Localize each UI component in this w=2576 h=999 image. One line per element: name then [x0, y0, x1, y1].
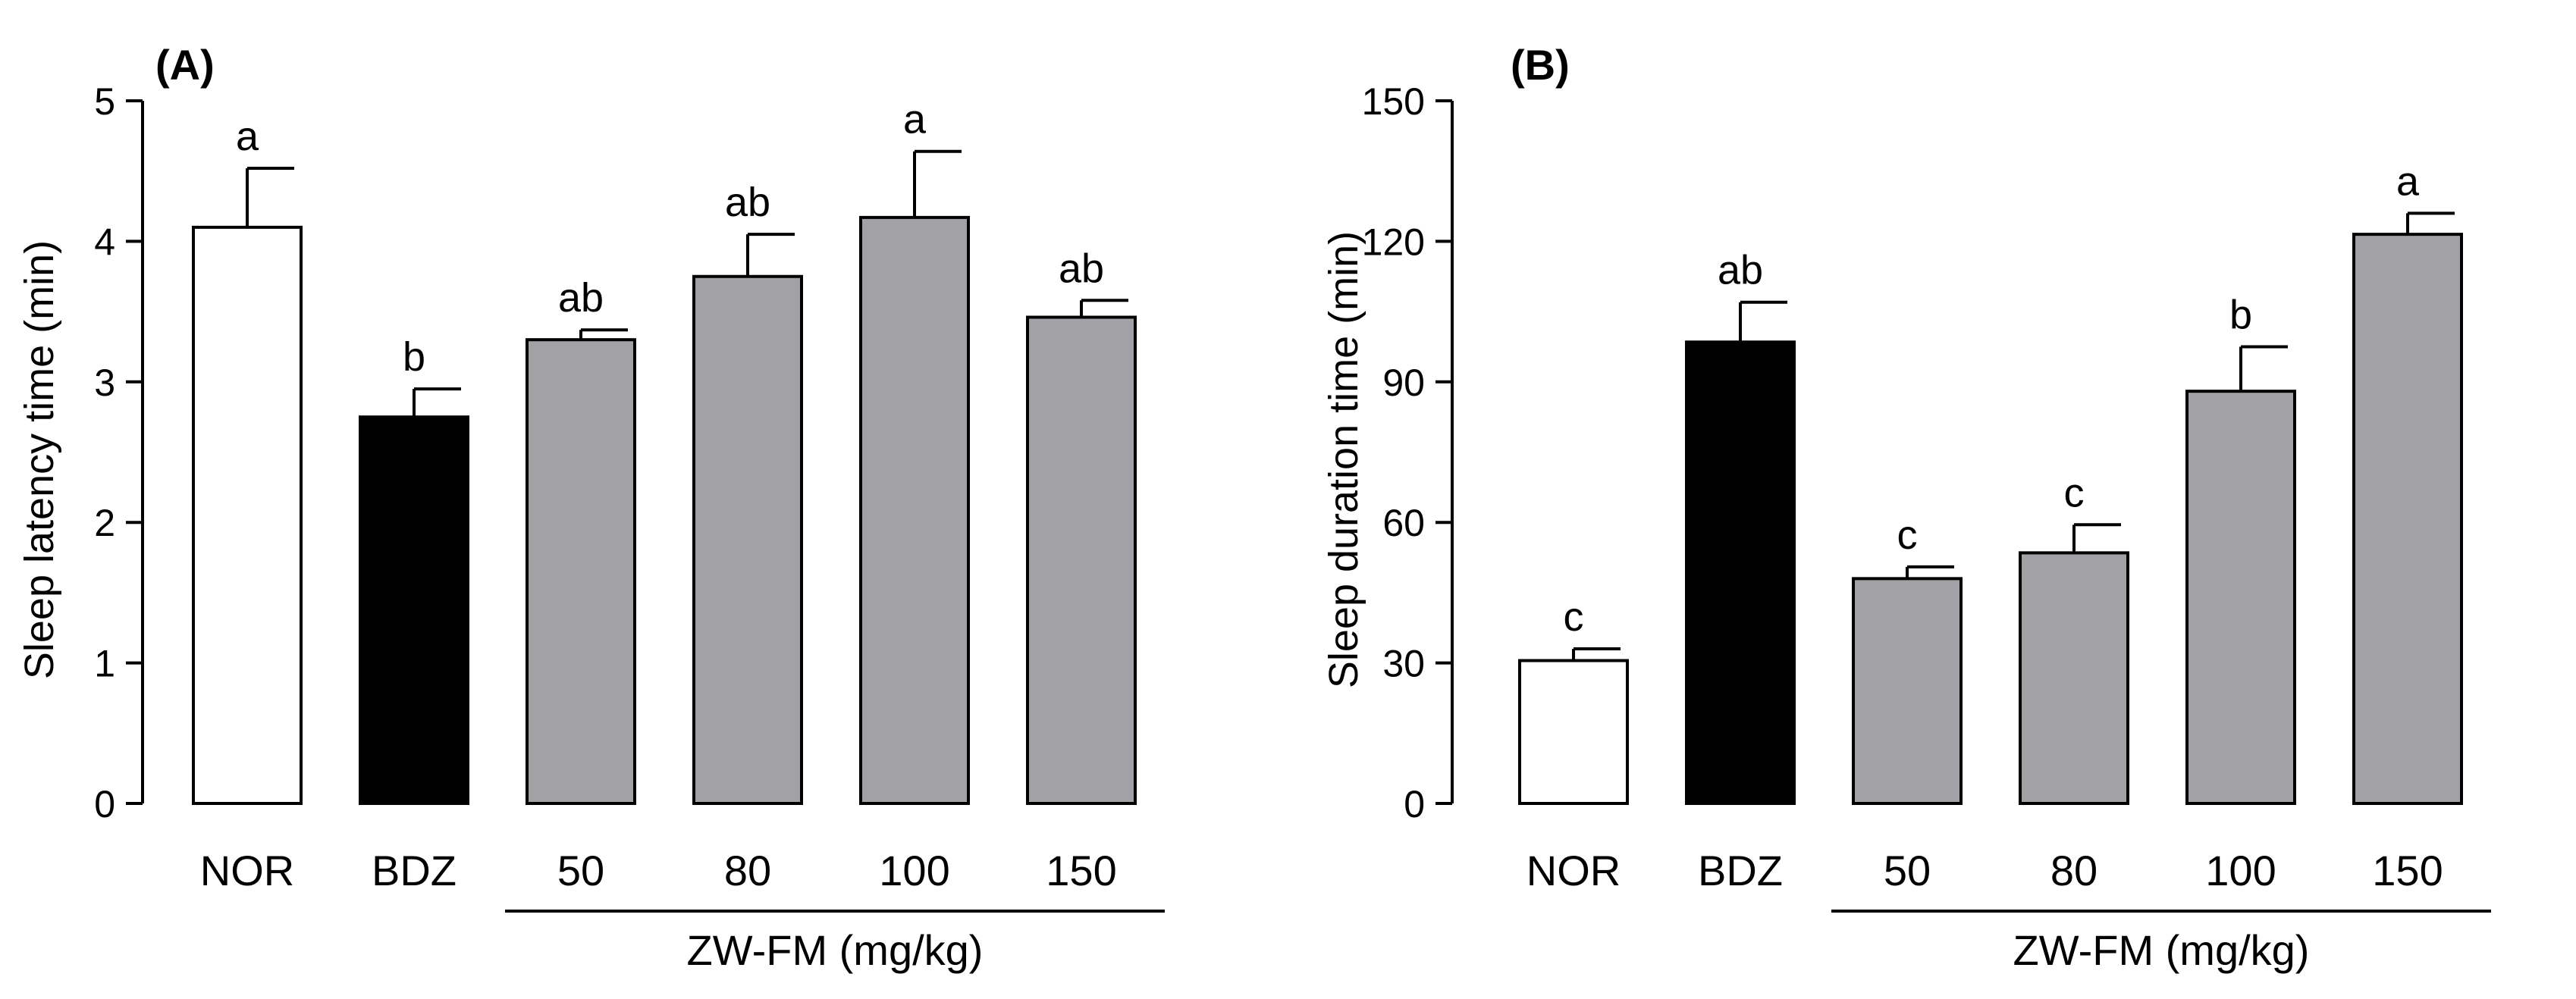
bar — [2185, 390, 2296, 805]
y-tick-label: 150 — [1362, 80, 1425, 123]
y-tick-label: 1 — [94, 643, 115, 685]
x-tick-label: BDZ — [1698, 847, 1783, 894]
bar — [692, 274, 803, 805]
bar — [1685, 340, 1796, 805]
bar — [2352, 233, 2463, 805]
chart-panel-b: (B) 0 30 60 90 120 150 Sleep duration time (min… — [1321, 41, 2491, 974]
bar — [1852, 577, 1963, 805]
x-tick-label: 100 — [2205, 847, 2276, 894]
y-axis-label: Sleep duration time (min) — [1321, 231, 1366, 688]
bar — [359, 415, 469, 806]
significance-letter: b — [2229, 292, 2252, 337]
x-tick-label: 80 — [2050, 847, 2098, 894]
bar — [859, 215, 970, 805]
x-tick-label: NOR — [200, 847, 294, 894]
panel-label: (B) — [1511, 41, 1570, 89]
y-tick-label: 5 — [94, 80, 115, 123]
significance-letter: a — [236, 114, 259, 159]
y-tick-label: 0 — [94, 783, 115, 825]
y-tick-label: 4 — [94, 221, 115, 263]
y-tick-label: 90 — [1382, 362, 1425, 404]
x-tick-label: 50 — [557, 847, 604, 894]
y-tick-label: 60 — [1382, 502, 1425, 544]
bar — [1026, 315, 1137, 805]
y-tick-label: 120 — [1362, 221, 1425, 263]
chart-panel-a: (A) 0 1 2 3 4 5 Sleep latency time (min) a NOR b BD… — [17, 41, 1165, 974]
x-tick-label: 100 — [879, 847, 949, 894]
bar — [1518, 659, 1629, 806]
significance-letter: c — [1897, 512, 1918, 558]
significance-letter: c — [1564, 594, 1584, 640]
x-tick-label: 150 — [2372, 847, 2443, 894]
y-tick-label: 2 — [94, 502, 115, 544]
y-axis-label: Sleep latency time (min) — [17, 240, 62, 679]
x-tick-label: 150 — [1046, 847, 1116, 894]
group-label: ZW-FM (mg/kg) — [687, 926, 984, 974]
y-tick-label: 3 — [94, 362, 115, 404]
bar — [2019, 551, 2129, 805]
significance-letter: a — [2396, 158, 2420, 204]
panel-label: (A) — [155, 41, 215, 89]
bar — [526, 338, 636, 805]
x-tick-label: 80 — [724, 847, 771, 894]
significance-letter: c — [2064, 470, 2085, 515]
bar — [192, 225, 303, 805]
significance-letter: ab — [558, 275, 604, 321]
significance-letter: a — [903, 97, 927, 142]
significance-letter: ab — [1059, 246, 1104, 291]
significance-letter: ab — [725, 180, 770, 225]
significance-letter: ab — [1718, 248, 1763, 293]
significance-letter: b — [403, 334, 425, 380]
x-tick-label: BDZ — [372, 847, 457, 894]
group-label: ZW-FM (mg/kg) — [2013, 926, 2310, 974]
y-tick-label: 30 — [1382, 643, 1425, 685]
x-tick-label: 50 — [1884, 847, 1931, 894]
x-tick-label: NOR — [1526, 847, 1621, 894]
y-tick-label: 0 — [1404, 783, 1425, 825]
